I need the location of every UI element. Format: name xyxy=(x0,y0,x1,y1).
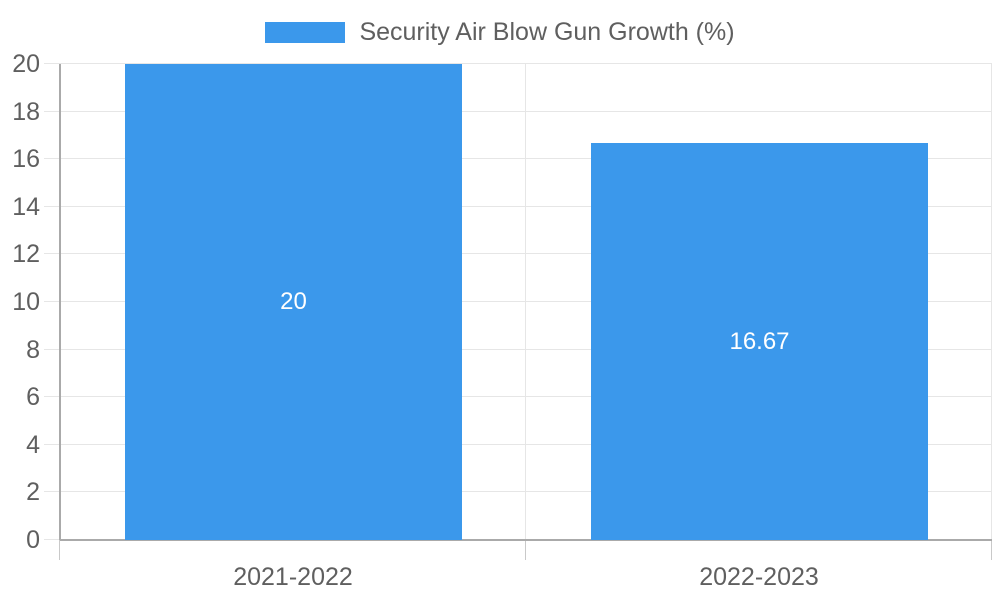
x-tick-label: 2021-2022 xyxy=(233,563,353,591)
bar[interactable] xyxy=(125,64,462,540)
legend-label: Security Air Blow Gun Growth (%) xyxy=(359,17,735,46)
y-tick-label: 6 xyxy=(26,383,40,411)
y-gridline xyxy=(44,253,992,254)
x-axis-tick xyxy=(59,540,60,560)
legend-swatch xyxy=(265,21,346,43)
y-tick-label: 18 xyxy=(12,98,40,126)
bar-value-label: 16.67 xyxy=(729,328,790,355)
y-tick-label: 2 xyxy=(26,478,40,506)
y-tick-label: 20 xyxy=(12,50,40,78)
x-axis-tick xyxy=(525,540,526,560)
y-gridline xyxy=(44,206,992,207)
y-tick-label: 14 xyxy=(12,193,40,221)
y-tick-label: 0 xyxy=(26,526,40,554)
bar[interactable] xyxy=(591,143,928,540)
y-gridline xyxy=(44,349,992,350)
y-gridline xyxy=(44,158,992,159)
y-axis-line xyxy=(59,64,61,540)
bar-value-label: 20 xyxy=(280,288,307,315)
x-gridline xyxy=(991,64,992,540)
x-axis-line xyxy=(60,539,992,541)
y-gridline xyxy=(44,491,992,492)
x-gridline xyxy=(525,64,526,540)
y-tick-label: 16 xyxy=(12,145,40,173)
y-gridline xyxy=(44,396,992,397)
y-tick-label: 10 xyxy=(12,288,40,316)
y-tick-label: 12 xyxy=(12,240,40,268)
y-gridline xyxy=(44,111,992,112)
x-axis-tick xyxy=(991,540,992,560)
y-gridline xyxy=(44,301,992,302)
y-gridline xyxy=(44,63,992,64)
x-tick-label: 2022-2023 xyxy=(699,563,819,591)
y-gridline xyxy=(44,444,992,445)
chart-legend[interactable]: Security Air Blow Gun Growth (%) xyxy=(0,17,1000,46)
y-tick-label: 4 xyxy=(26,431,40,459)
y-tick-label: 8 xyxy=(26,336,40,364)
